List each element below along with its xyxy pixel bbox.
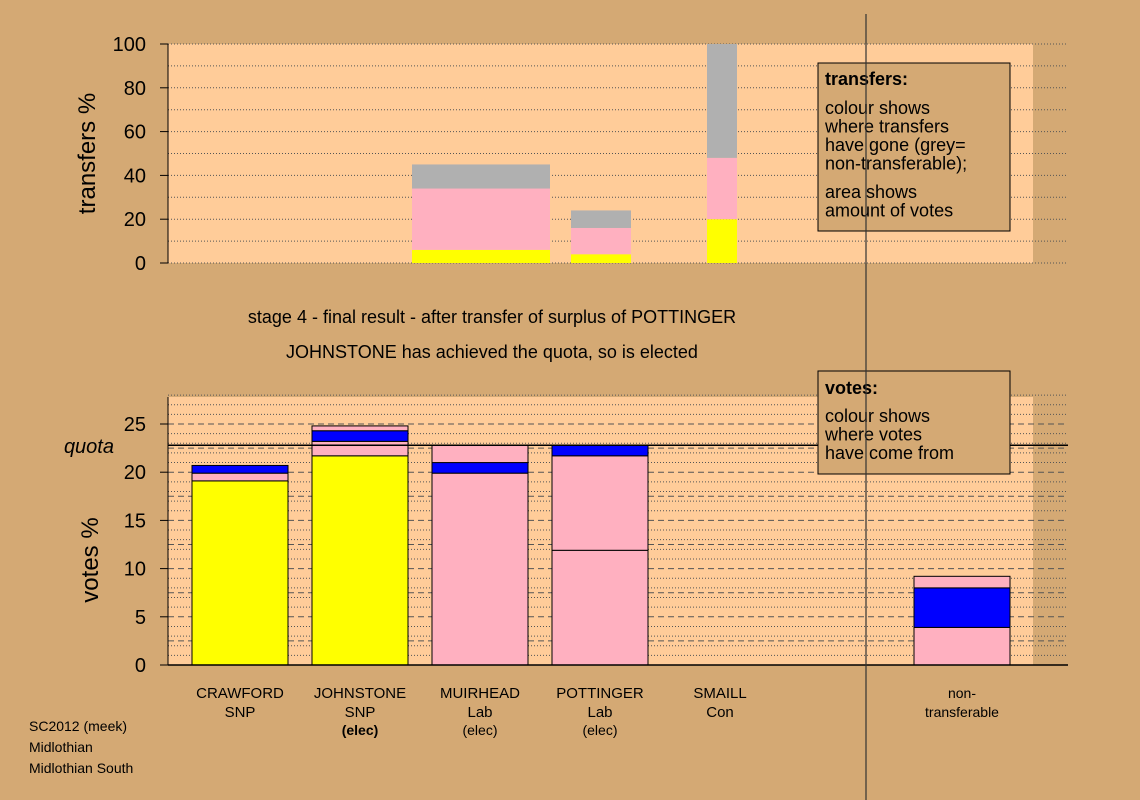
transfers-legend-line: colour shows <box>825 98 930 118</box>
footer-council: Midlothian <box>29 739 93 755</box>
transfer-segment-snp <box>412 249 550 263</box>
transfers-y-tick-label: 40 <box>124 165 146 187</box>
transfers-legend-line: where transfers <box>824 117 949 137</box>
vote-segment-lab <box>311 440 409 457</box>
vote-segment-lab <box>191 472 289 482</box>
candidate-party-label: SNP <box>225 704 256 721</box>
vote-segment-lab <box>431 444 529 464</box>
vote-segment-con <box>913 587 1011 628</box>
vote-segment-lab <box>551 549 649 666</box>
vote-segment-lab <box>431 472 529 666</box>
vote-segment-con <box>431 462 529 474</box>
candidate-status-label: (elec) <box>582 722 617 738</box>
votes-y-tick-label: 15 <box>124 510 146 532</box>
transfer-segment-lab <box>571 227 631 255</box>
votes-legend-line: colour shows <box>825 406 930 426</box>
candidate-name-label: MUIRHEAD <box>440 685 520 702</box>
vote-segment-lab <box>311 425 409 432</box>
footer: SC2012 (meek) Midlothian Midlothian Sout… <box>29 716 133 779</box>
candidate-party-label: SNP <box>345 704 376 721</box>
vote-segment-con <box>551 444 649 457</box>
vote-segment-snp <box>191 480 289 666</box>
votes-y-tick-label: 5 <box>135 607 146 629</box>
votes-y-tick-label: 25 <box>124 414 146 436</box>
candidate-status-label: (elec) <box>342 722 379 738</box>
candidate-name-label: POTTINGER <box>556 685 644 702</box>
votes-legend-title: votes: <box>825 378 878 398</box>
vote-segment-lab <box>551 455 649 551</box>
votes-y-tick-label: 10 <box>124 559 146 581</box>
votes-legend-line: have come from <box>825 443 954 463</box>
candidate-party-label: Con <box>706 704 734 721</box>
transfer-segment-non_transferable <box>707 44 737 158</box>
candidate-name-label: JOHNSTONE <box>314 685 406 702</box>
candidate-party-label: Lab <box>467 704 492 721</box>
vote-segment-snp <box>311 455 409 666</box>
transfer-segment-non_transferable <box>571 210 631 228</box>
votes-y-axis-label: votes % <box>77 517 104 602</box>
footer-ward: Midlothian South <box>29 760 134 776</box>
transfers-legend-line: area shows <box>825 182 917 202</box>
candidate-party-label: Lab <box>587 704 612 721</box>
candidate-name-label: SMAILL <box>693 685 746 702</box>
vote-segment-lab <box>913 626 1011 666</box>
votes-y-tick-label: 0 <box>135 655 146 677</box>
vote-segment-lab <box>913 575 1011 589</box>
transfer-segment-lab <box>412 188 550 250</box>
transfers-y-tick-label: 0 <box>135 253 146 275</box>
transfers-y-tick-label: 100 <box>113 34 146 56</box>
transfers-legend-box <box>817 62 1011 232</box>
transfer-segment-non_transferable <box>412 164 550 189</box>
transfers-y-tick-label: 20 <box>124 209 146 231</box>
votes-legend-box <box>817 370 1011 475</box>
elected-heading: JOHNSTONE has achieved the quota, so is … <box>286 342 698 362</box>
vote-segment-con <box>191 464 289 474</box>
candidate-party-label: transferable <box>925 704 999 720</box>
footer-system: SC2012 (meek) <box>29 718 128 734</box>
transfers-legend-line: non-transferable); <box>825 154 967 174</box>
transfer-segment-snp <box>571 254 631 263</box>
candidate-name-label: non- <box>948 685 976 701</box>
candidate-name-label: CRAWFORD <box>196 685 284 702</box>
quota-label: quota <box>64 436 114 458</box>
transfer-segment-snp <box>707 219 737 263</box>
votes-legend-line: where votes <box>824 425 922 445</box>
transfers-legend-line: amount of votes <box>825 201 953 221</box>
transfer-segment-lab <box>707 157 737 220</box>
transfers-y-tick-label: 80 <box>124 78 146 100</box>
stage-heading: stage 4 - final result - after transfer … <box>248 307 736 327</box>
transfers-y-axis-label: transfers % <box>74 93 101 214</box>
transfers-legend-line: have gone (grey= <box>825 135 966 155</box>
candidate-status-label: (elec) <box>462 722 497 738</box>
vote-segment-con <box>311 430 409 442</box>
transfers-y-tick-label: 60 <box>124 122 146 144</box>
votes-y-tick-label: 20 <box>124 462 146 484</box>
